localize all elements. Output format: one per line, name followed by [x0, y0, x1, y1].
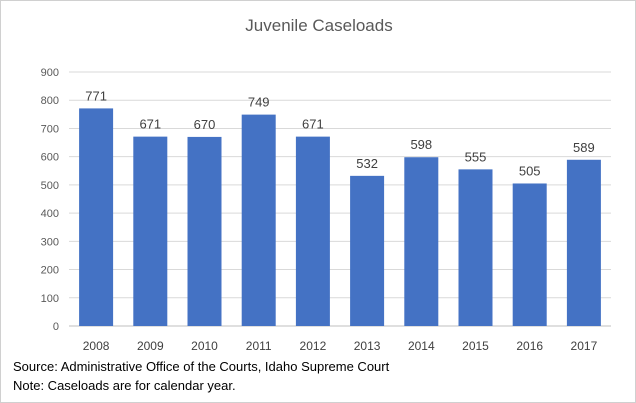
y-tick-label: 0 — [53, 321, 59, 333]
x-tick-label: 2013 — [354, 339, 381, 353]
bar-2010 — [187, 136, 222, 326]
data-label: 598 — [410, 137, 432, 152]
calendar-note: Note: Caseloads are for calendar year. — [13, 378, 236, 393]
bar-2016 — [512, 183, 547, 326]
data-label: 749 — [248, 95, 270, 110]
bar-2013 — [350, 175, 385, 326]
data-label: 589 — [573, 140, 595, 155]
y-tick-label: 700 — [41, 123, 59, 135]
x-tick-label: 2008 — [83, 339, 110, 353]
data-label: 771 — [85, 88, 107, 103]
y-tick-label: 600 — [41, 152, 59, 164]
y-tick-label: 100 — [41, 293, 59, 305]
bar-2017 — [566, 159, 601, 326]
data-label: 671 — [302, 117, 324, 132]
bar-2012 — [295, 136, 330, 326]
source-note: Source: Administrative Office of the Cou… — [13, 359, 390, 374]
x-tick-label: 2016 — [516, 339, 543, 353]
data-label: 671 — [139, 117, 161, 132]
bar-2015 — [458, 169, 493, 326]
x-tick-label: 2017 — [571, 339, 598, 353]
bar-2008 — [79, 108, 114, 326]
data-label: 670 — [194, 117, 216, 132]
x-tick-label: 2015 — [462, 339, 489, 353]
data-label: 555 — [465, 149, 487, 164]
x-tick-label: 2009 — [137, 339, 164, 353]
y-tick-label: 500 — [41, 180, 59, 192]
bar-2011 — [241, 114, 276, 326]
bar-2009 — [133, 136, 168, 326]
y-tick-label: 200 — [41, 265, 59, 277]
data-label: 505 — [519, 163, 541, 178]
x-tick-label: 2011 — [246, 339, 272, 353]
y-tick-label: 300 — [41, 236, 59, 248]
chart-title: Juvenile Caseloads — [245, 16, 393, 35]
data-label: 532 — [356, 156, 378, 171]
y-tick-label: 400 — [41, 208, 59, 220]
x-tick-label: 2012 — [300, 339, 327, 353]
bar-2014 — [404, 157, 439, 326]
y-tick-label: 900 — [41, 67, 59, 79]
x-tick-label: 2014 — [408, 339, 435, 353]
y-tick-label: 800 — [41, 95, 59, 107]
x-tick-label: 2010 — [191, 339, 218, 353]
